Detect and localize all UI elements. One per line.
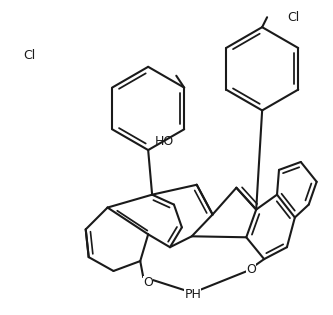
Text: O: O — [143, 276, 153, 289]
Text: HO: HO — [155, 135, 174, 148]
Text: O: O — [246, 262, 256, 276]
Text: Cl: Cl — [287, 11, 299, 24]
Text: PH: PH — [184, 288, 201, 301]
Text: Cl: Cl — [23, 49, 36, 62]
